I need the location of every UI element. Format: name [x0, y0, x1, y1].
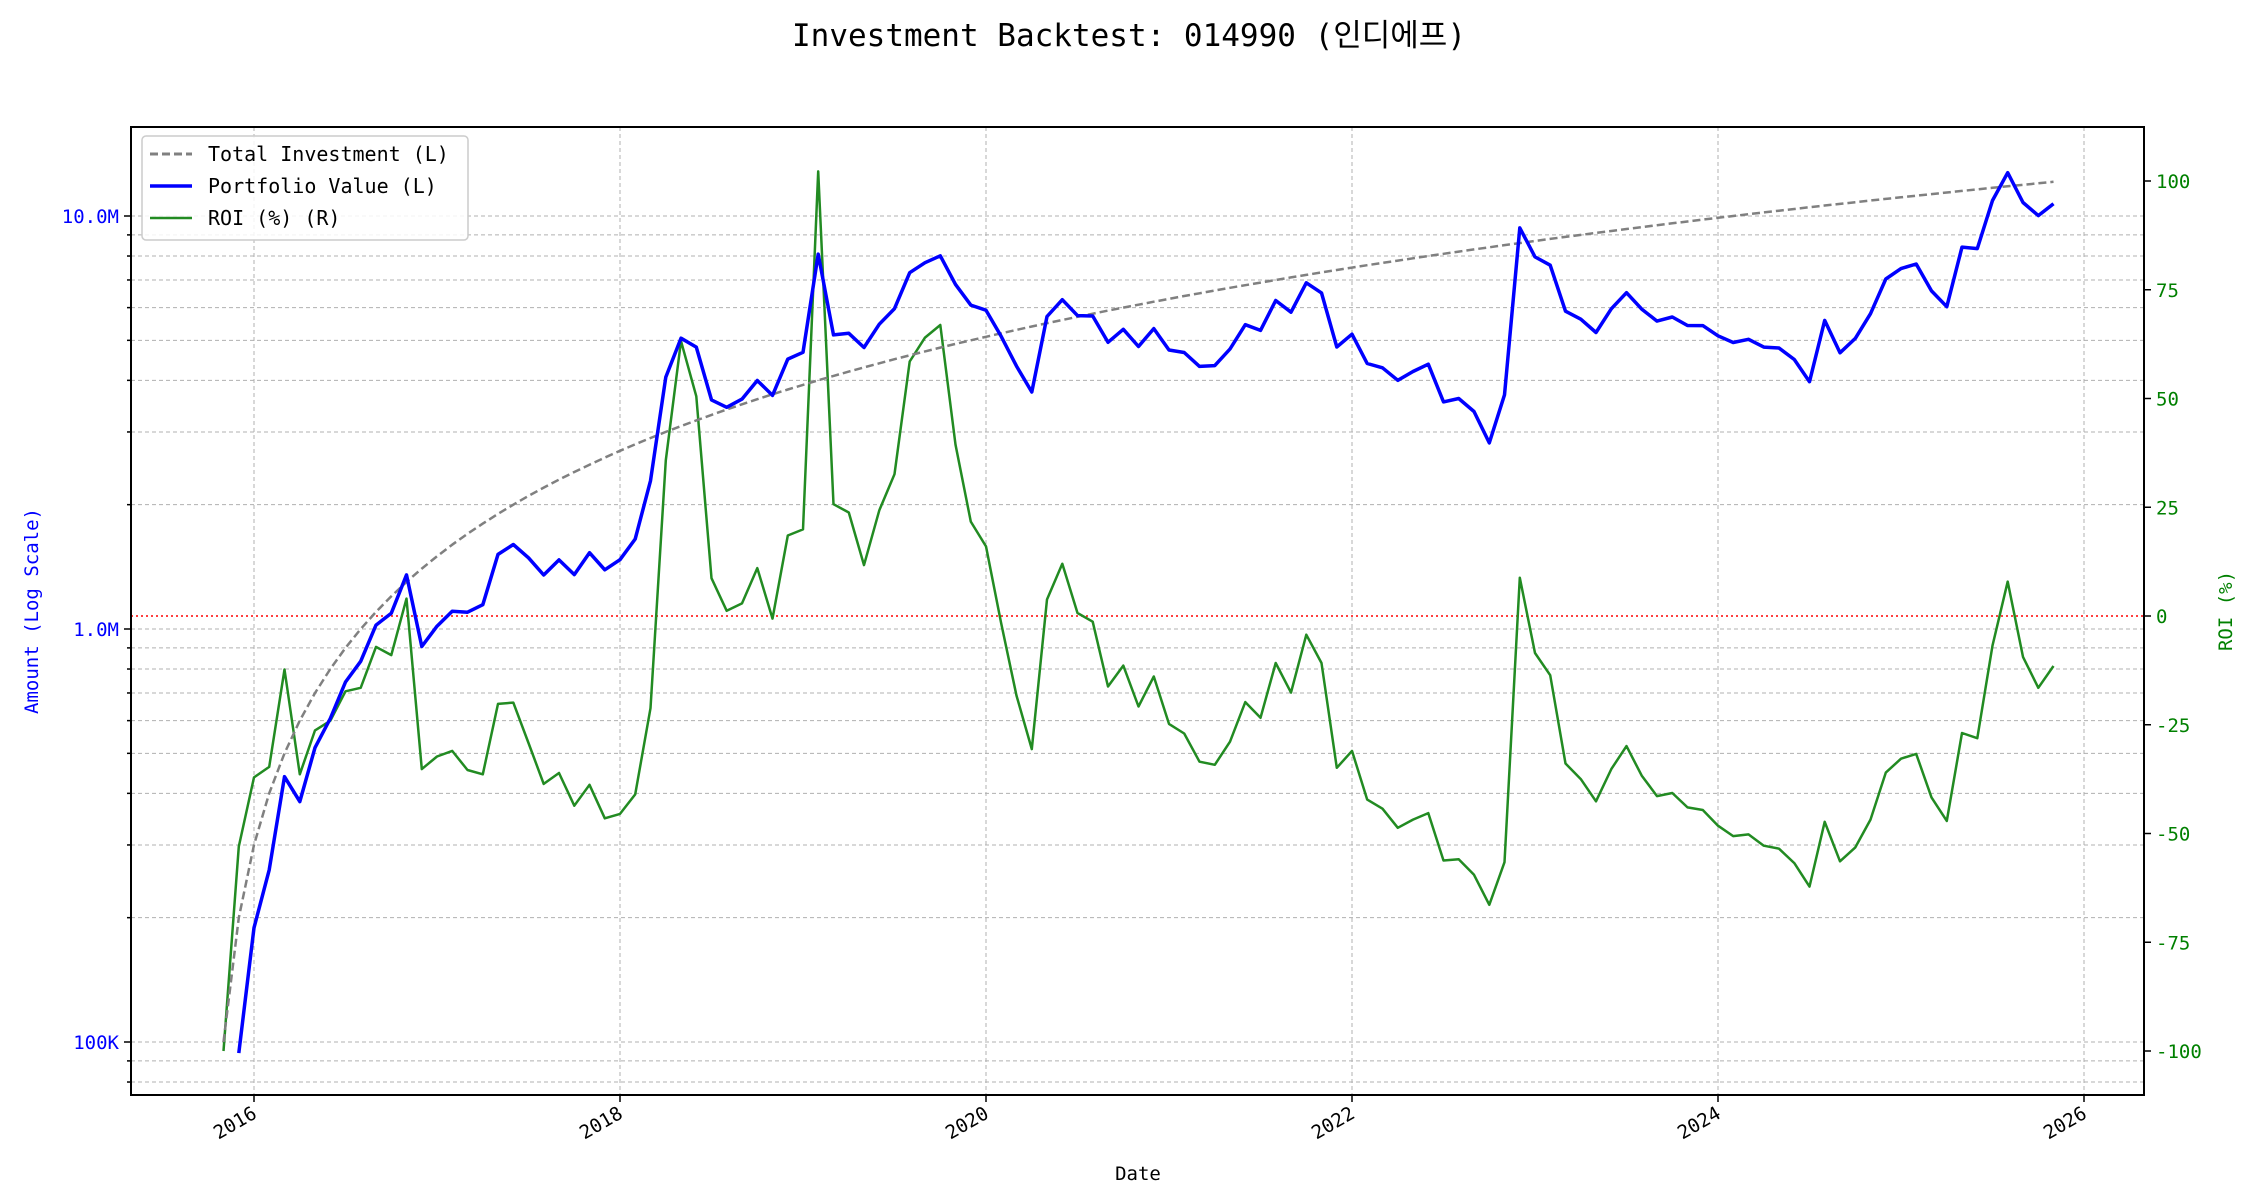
grid-lines	[131, 127, 2144, 1095]
y-right-tick-label: 75	[2156, 280, 2179, 302]
y-left-tick-label: 10.0M	[62, 206, 119, 228]
right-axis-label: ROI (%)	[2215, 571, 2237, 651]
x-tick-label: 2022	[1308, 1102, 1359, 1144]
y-left-tick-label: 100K	[73, 1032, 119, 1054]
y-right-tick-label: -25	[2156, 715, 2190, 737]
y-right-tick-label: 25	[2156, 497, 2179, 519]
portfolio-value-line	[237, 170, 2055, 1054]
y-right-tick-label: 50	[2156, 389, 2179, 411]
legend: Total Investment (L) Portfolio Value (L)…	[141, 135, 469, 241]
y-right-tick-label: 100	[2156, 171, 2190, 193]
legend-label-investment: Total Investment (L)	[208, 142, 449, 166]
legend-box	[141, 135, 469, 241]
roi-line	[222, 170, 2055, 1052]
y-right-tick-label: 0	[2156, 606, 2167, 628]
y-right-tick-label: -100	[2156, 1041, 2202, 1063]
x-tick-label: 2024	[1674, 1102, 1725, 1144]
x-tick-label: 2020	[942, 1102, 993, 1144]
x-tick-label: 2026	[2040, 1102, 2091, 1144]
left-axis-label: Amount (Log Scale)	[21, 508, 43, 714]
series-layer	[222, 170, 2055, 1054]
plot-frame	[130, 126, 2145, 1096]
y-left-tick-label: 1.0M	[73, 619, 119, 641]
y-right-tick-label: -50	[2156, 824, 2190, 846]
y-right-tick-label: -75	[2156, 932, 2190, 954]
chart-title: Investment Backtest: 014990 (인디에프)	[792, 18, 1466, 54]
total-investment-line	[222, 180, 2054, 1043]
axes: 2016 2018 2020 2022 2024 2026 100K 1.0M 10.0M -10…	[62, 171, 2202, 1144]
legend-label-roi: ROI (%) (R)	[208, 206, 340, 230]
x-tick-label: 2018	[576, 1102, 627, 1144]
legend-label-portfolio: Portfolio Value (L)	[208, 174, 437, 198]
x-axis-label: Date	[1115, 1163, 1161, 1185]
x-tick-label: 2016	[210, 1102, 261, 1144]
